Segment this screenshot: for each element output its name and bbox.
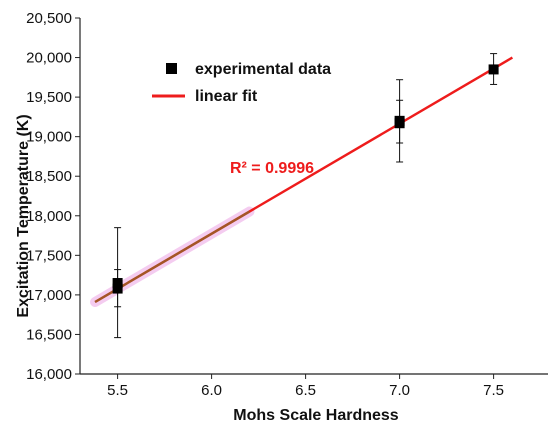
r-squared-annotation: R² = 0.9996 [230, 160, 314, 177]
y-tick-label: 19,500 [26, 89, 72, 106]
data-point [112, 278, 123, 289]
y-tick-label: 19,000 [26, 129, 72, 146]
y-tick-label: 20,000 [26, 50, 72, 67]
legend-marker-experimental-data [166, 63, 177, 74]
data-points [112, 64, 499, 294]
y-tick-label: 18,000 [26, 208, 72, 225]
y-tick-label: 17,000 [26, 287, 72, 304]
y-axis-title: Excitation Temperature (K) [15, 114, 32, 317]
data-point [394, 118, 405, 129]
axes [79, 18, 548, 375]
y-tick-label: 16,000 [26, 366, 72, 383]
y-tick-label: 18,500 [26, 168, 72, 185]
y-ticks: 16,000 16,500 17,000 17,500 18,000 18,500 19,0… [26, 10, 80, 383]
data-point [488, 64, 499, 75]
x-tick-label: 5.5 [107, 382, 128, 399]
x-axis-title: Mohs Scale Hardness [233, 407, 399, 424]
y-tick-label: 16,500 [26, 326, 72, 343]
x-tick-label: 6.5 [295, 382, 316, 399]
x-tick-label: 6.0 [201, 382, 222, 399]
data-point [112, 283, 123, 294]
y-tick-label: 17,500 [26, 247, 72, 264]
legend-label-linear-fit: linear fit [195, 88, 258, 105]
x-tick-label: 7.0 [389, 382, 410, 399]
legend-label-experimental-data: experimental data [195, 61, 331, 78]
fit-layer [90, 56, 514, 308]
y-tick-label: 20,500 [26, 10, 72, 27]
x-ticks: 5.5 6.0 6.5 7.0 7.5 [107, 374, 504, 399]
legend: experimental data linear fit [152, 61, 331, 105]
x-tick-label: 7.5 [483, 382, 504, 399]
